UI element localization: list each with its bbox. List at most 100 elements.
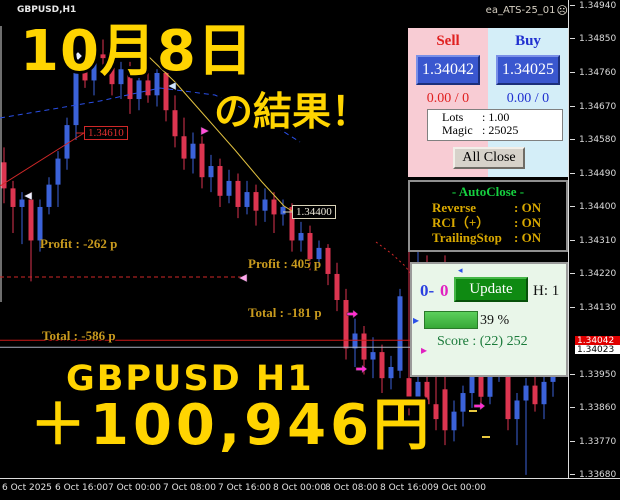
candle-body — [82, 61, 88, 81]
symbol-timeframe-label: GBPUSD,H1 — [17, 5, 77, 15]
candle-body — [19, 199, 25, 207]
candle-body — [442, 389, 448, 431]
candle-body — [505, 352, 511, 420]
blue-dashed-ma — [0, 87, 301, 143]
candle-body — [424, 381, 430, 405]
ea-name-label: ea_ATS-25_01 — [485, 5, 556, 16]
buy-price-button[interactable]: 1.34025 — [496, 55, 560, 85]
footer-symbol-overlay: GBPUSD H1 — [66, 359, 314, 399]
candle-body — [271, 199, 277, 215]
price-axis-label: 1.34130 — [569, 303, 617, 313]
candle-body — [73, 61, 79, 126]
lots-row: Lots: 1.00 — [442, 110, 510, 124]
price-axis-label: 1.34400 — [569, 202, 617, 212]
candle-body — [397, 296, 403, 371]
counter-right: 0 — [440, 281, 449, 300]
sell-label: Sell — [436, 33, 460, 49]
ea-title: ea_ATS-25_01 ☹ — [486, 4, 568, 17]
candle-body — [91, 54, 97, 81]
candle-body — [253, 192, 259, 211]
candle-body — [10, 188, 16, 207]
candle-body — [37, 206, 43, 241]
autoclose-row-reverse: Reverse : ON — [432, 200, 542, 215]
blue-arrow-icon: ▸ — [413, 313, 420, 327]
candle-body — [514, 400, 520, 420]
red-trend-line — [0, 132, 85, 187]
candle-body — [460, 393, 466, 412]
price-axis: 1.34042 1.34023 1.34940 1.34850 1.34760 1.3… — [568, 0, 620, 480]
price-axis-label: 1.33770 — [569, 437, 617, 447]
total-annotation-1: Total : -586 p — [42, 328, 116, 343]
profit-annotation-2: Profit : 405 p — [248, 256, 322, 271]
update-button[interactable]: Update — [454, 277, 528, 302]
candle-body — [136, 80, 142, 100]
candle-body — [334, 273, 340, 301]
trade-marker-icon — [73, 51, 83, 61]
candle-body — [55, 158, 61, 185]
yellow-ma — [147, 55, 293, 212]
price-axis-label: 1.34850 — [569, 34, 617, 44]
sell-stats: 0.00 / 0 — [426, 91, 470, 106]
counter-left: 0- — [420, 281, 435, 300]
candle-body — [46, 184, 52, 207]
candle-body — [127, 69, 133, 100]
candle-body — [28, 199, 34, 241]
footer-profit-overlay: ＋100,946円 — [30, 393, 434, 458]
price-axis-label: 1.33950 — [569, 370, 617, 380]
price-axis-label: 1.34760 — [569, 68, 617, 78]
candle-body — [154, 72, 160, 96]
ea-status-face-icon[interactable]: ☹ — [556, 4, 568, 17]
candle-body — [406, 378, 412, 408]
all-close-button[interactable]: All Close — [453, 147, 525, 169]
headline-date-overlay: 10月8日 — [20, 19, 254, 84]
candle-body — [1, 162, 7, 189]
price-axis-label: 1.33860 — [569, 403, 617, 413]
autoclose-panel: - AutoClose - Reverse : ON RCI（+） : ON T… — [408, 180, 568, 252]
candle-body — [370, 352, 376, 360]
candle-body — [343, 300, 349, 349]
time-axis: 6 Oct 2025 6 Oct 16:00 7 Oct 00:00 7 Oct 08… — [0, 478, 620, 500]
candle-body — [523, 385, 529, 401]
candle-body — [199, 143, 205, 178]
candle-body — [217, 166, 223, 196]
candle-body — [163, 72, 169, 111]
price-axis-label: 1.34310 — [569, 236, 617, 246]
candle-body — [316, 247, 322, 260]
autoclose-row-rci: RCI（+） : ON — [432, 215, 542, 230]
candle-body — [100, 54, 106, 59]
small-triangle-icon: ◂ — [458, 265, 463, 275]
candle-body — [325, 247, 331, 274]
trade-panel: Sell 1.34042 0.00 / 0 Buy 1.34025 0.00 /… — [408, 28, 568, 177]
time-axis-label: 6 Oct 2025 — [2, 483, 52, 493]
trade-close-tick — [469, 410, 477, 412]
autoclose-title: - AutoClose - — [451, 184, 525, 199]
time-axis-label: 8 Oct 16:00 — [380, 483, 433, 493]
candle-body — [181, 136, 187, 159]
trade-marker-icon — [346, 309, 359, 319]
candle-body — [226, 180, 232, 196]
time-axis-label: 8 Oct 08:00 — [325, 483, 378, 493]
time-axis-label: 9 Oct 00:00 — [433, 483, 486, 493]
candle-body — [64, 125, 70, 159]
candle-body — [190, 143, 196, 159]
profit-annotation-1: Profit : -262 p — [40, 236, 118, 251]
ask-price-tag: 1.34042 — [575, 336, 620, 346]
candle-body — [388, 366, 394, 379]
progress-bar-fill — [425, 312, 477, 328]
price-axis-label: 1.34220 — [569, 269, 617, 279]
price-axis-label: 1.34580 — [569, 135, 617, 145]
candle-body — [145, 80, 151, 96]
bid-price-tag: 1.34023 — [575, 345, 620, 355]
candle-body — [478, 374, 484, 397]
buy-label: Buy — [515, 33, 541, 49]
sell-price-button[interactable]: 1.34042 — [416, 55, 480, 85]
candle-body — [415, 381, 421, 408]
magic-row: Magic: 25025 — [442, 123, 519, 137]
candle-body — [109, 58, 115, 85]
candle-body — [118, 69, 124, 85]
time-axis-label: 7 Oct 08:00 — [163, 483, 216, 493]
candle-body — [289, 206, 295, 241]
progress-percent-label: 39 % — [480, 313, 510, 328]
score-label: Score : (22) 252 — [437, 334, 528, 349]
